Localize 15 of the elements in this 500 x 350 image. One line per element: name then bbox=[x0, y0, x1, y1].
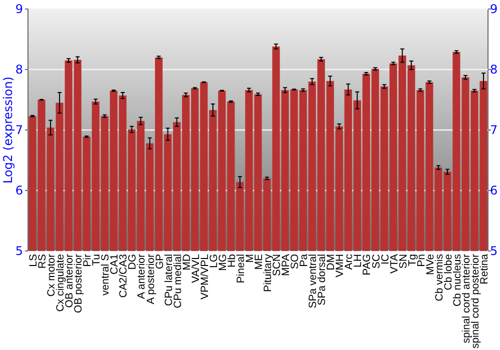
y2-tick-label: 9 bbox=[490, 2, 498, 16]
y-tick-label: 5 bbox=[15, 244, 23, 258]
y-tick-label: 6 bbox=[15, 184, 23, 198]
y2-tick-label: 7 bbox=[490, 123, 498, 138]
x-tick-label: OB posterior bbox=[72, 254, 85, 313]
y-tick-label: 7 bbox=[15, 123, 23, 138]
y-tick-label: 8 bbox=[15, 62, 23, 77]
y-tick-label: 9 bbox=[15, 2, 23, 16]
x-tick-label: ME bbox=[253, 254, 265, 270]
y2-tick-label: 8 bbox=[490, 62, 498, 77]
x-tick-label: Pituitary bbox=[262, 253, 274, 292]
y-axis-title: Log2 (expression) bbox=[1, 76, 15, 184]
y2-tick-label: 5 bbox=[490, 244, 498, 258]
y2-tick-label: 6 bbox=[490, 184, 498, 198]
x-tick-label: RS bbox=[36, 254, 49, 269]
